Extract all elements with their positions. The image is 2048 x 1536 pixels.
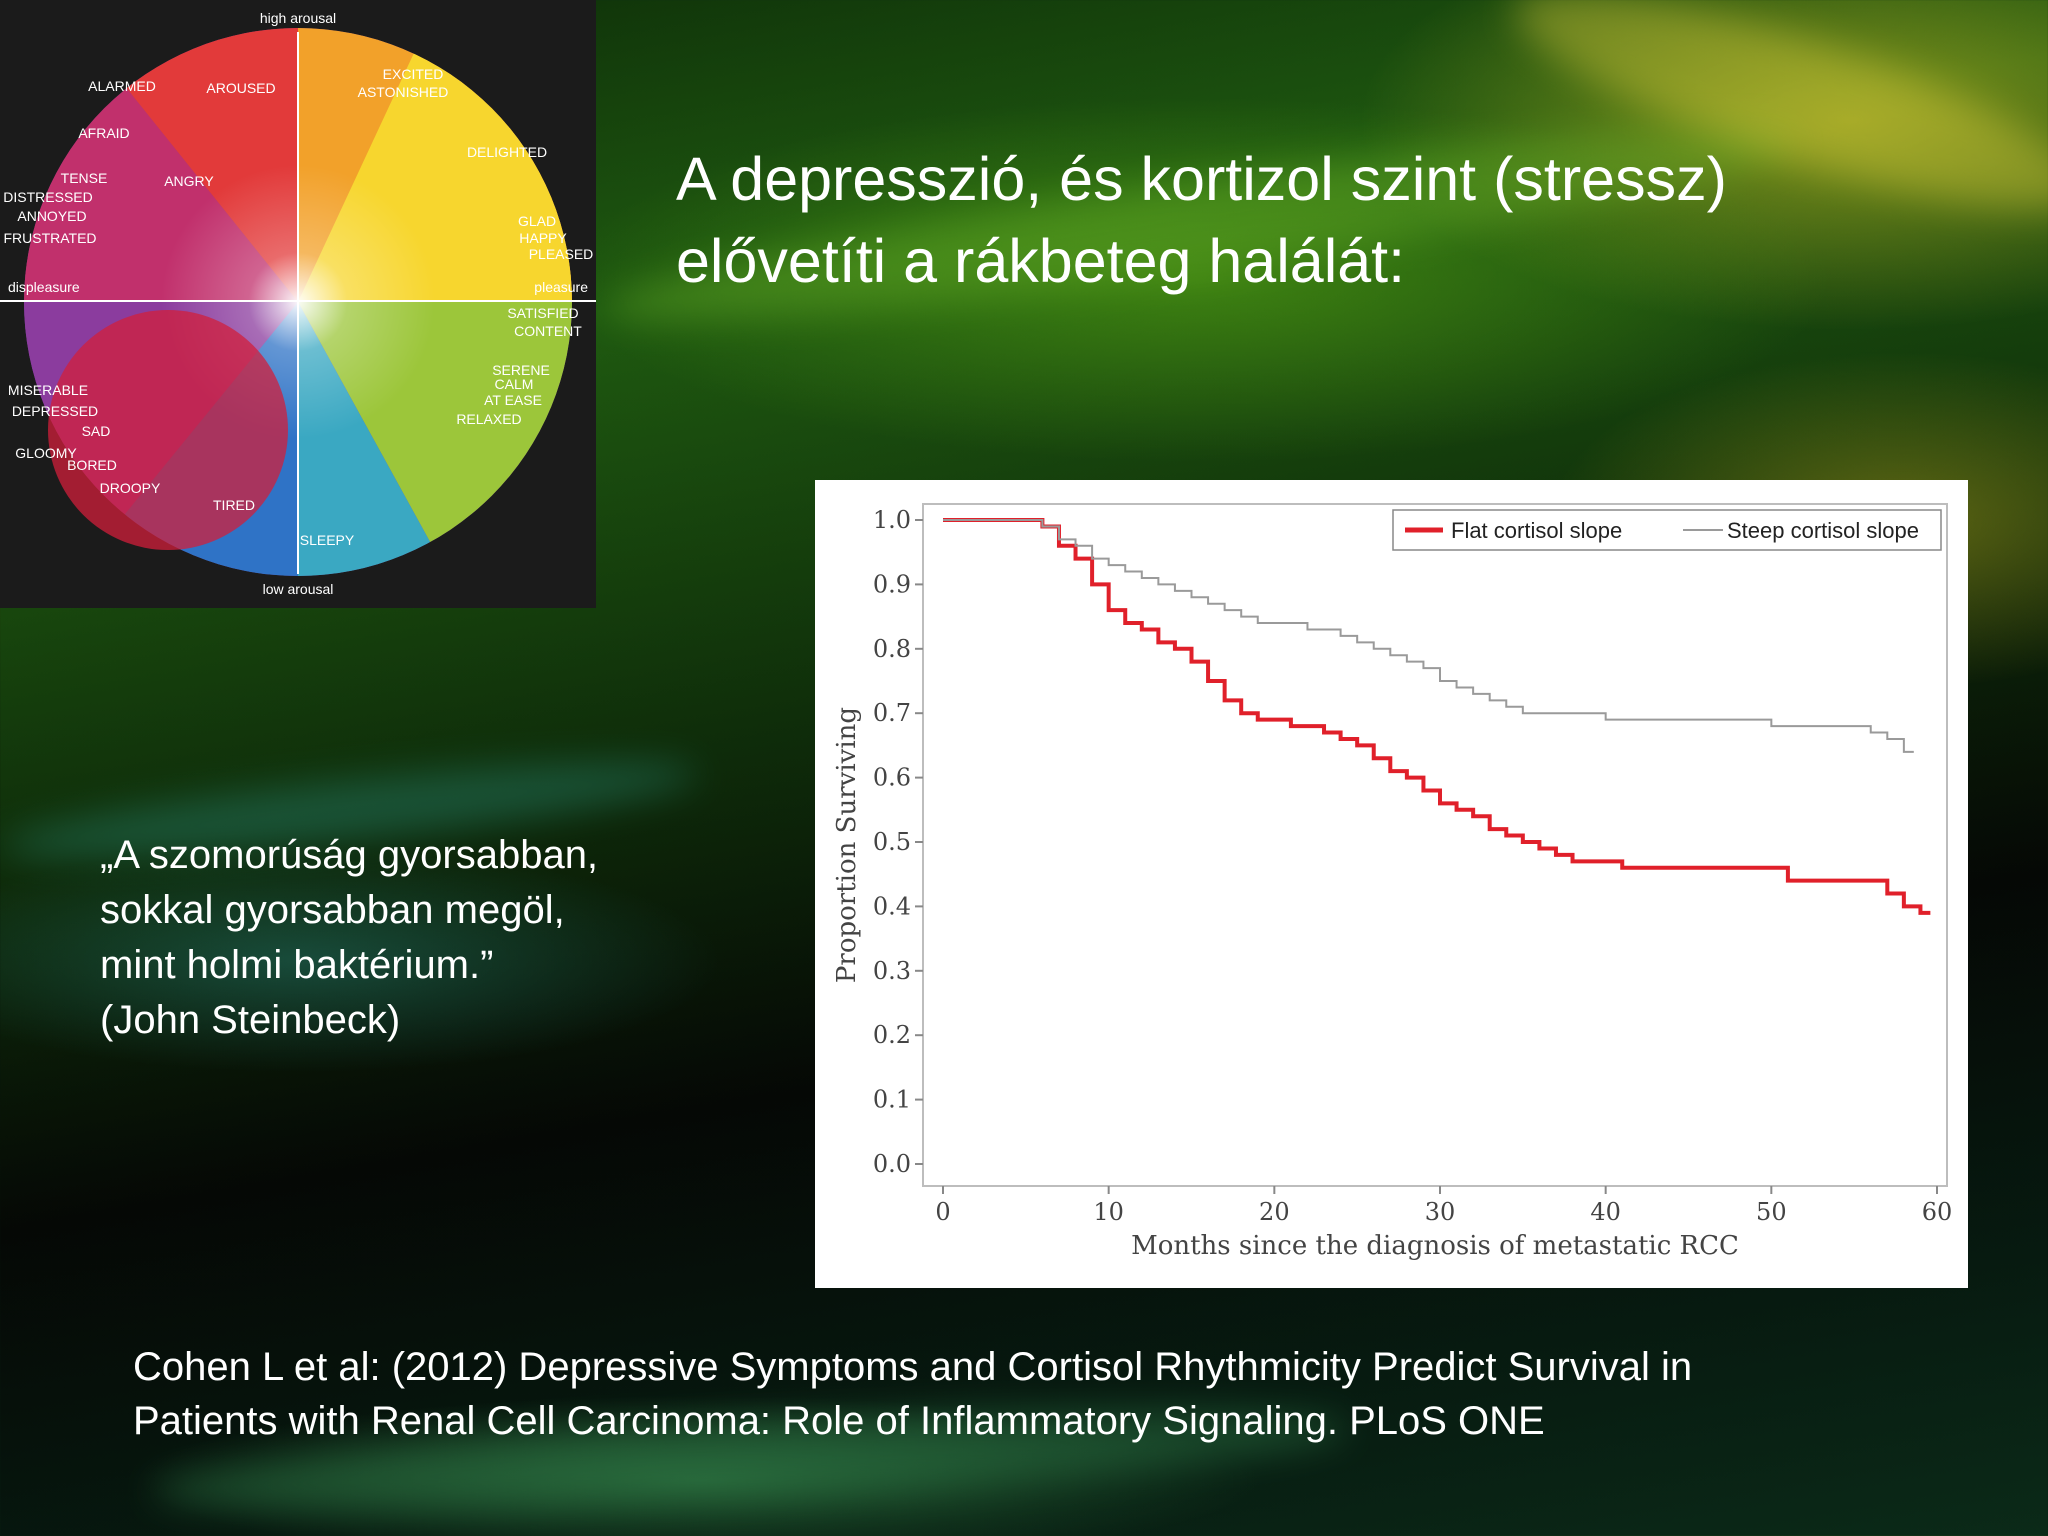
wheel-emotion-label: HAPPY: [519, 230, 567, 246]
x-tick-label: 0: [935, 1198, 950, 1226]
y-tick-label: 0.1: [873, 1086, 911, 1114]
quote-line: sokkal gyorsabban megöl,: [100, 888, 565, 932]
wheel-emotion-label: AROUSED: [206, 80, 275, 96]
y-tick-label: 0.9: [873, 570, 911, 598]
steinbeck-quote: „A szomorúság gyorsabban, sokkal gyorsab…: [100, 828, 720, 1048]
y-tick-label: 0.4: [873, 892, 911, 920]
wheel-emotion-label: CALM: [495, 376, 534, 392]
wheel-emotion-labels: ALARMED AROUSED EXCITED ASTONISHED AFRAID DEL…: [3, 66, 593, 548]
wheel-emotion-label: CONTENT: [514, 323, 582, 339]
wheel-emotion-label: GLOOMY: [15, 445, 77, 461]
wheel-emotion-label: EXCITED: [383, 66, 444, 82]
highlight-circle: [48, 310, 288, 550]
citation: Cohen L et al: (2012) Depressive Symptom…: [133, 1340, 1993, 1448]
wheel-emotion-label: DEPRESSED: [12, 403, 98, 419]
wheel-emotion-label: TENSE: [61, 170, 108, 186]
quote-line: „A szomorúság gyorsabban,: [100, 833, 599, 877]
survival-chart-svg: 0.0 0.1 0.2 0.3 0.4 0.5 0.6 0.7 0.8 0.9 1.0 0 10 20 3…: [832, 503, 1953, 1261]
wheel-axis-left: displeasure: [8, 279, 80, 295]
wheel-emotion-label: ALARMED: [88, 78, 156, 94]
wheel-emotion-label: AFRAID: [78, 125, 129, 141]
wheel-emotion-label: ASTONISHED: [358, 84, 449, 100]
title-line: elővetíti a rákbeteg halálát:: [676, 227, 1406, 295]
y-tick-label: 0.2: [873, 1021, 911, 1049]
legend-steep-label: Steep cortisol slope: [1727, 518, 1919, 543]
y-tick-label: 0.5: [873, 828, 911, 856]
citation-line: Patients with Renal Cell Carcinoma: Role…: [133, 1399, 1545, 1443]
x-tick-label: 30: [1425, 1198, 1456, 1226]
slide-title: A depresszió, és kortizol szint (stressz…: [676, 138, 1956, 302]
x-tick-label: 50: [1756, 1198, 1787, 1226]
wheel-emotion-label: SERENE: [492, 362, 550, 378]
wheel-emotion-label: DISTRESSED: [3, 189, 92, 205]
wheel-emotion-label: SATISFIED: [507, 305, 578, 321]
wheel-emotion-label: ANGRY: [164, 173, 214, 189]
y-tick-label: 1.0: [873, 506, 911, 534]
citation-line: Cohen L et al: (2012) Depressive Symptom…: [133, 1345, 1693, 1389]
wheel-axis-right: pleasure: [534, 279, 588, 295]
quote-attribution: (John Steinbeck): [100, 998, 401, 1042]
plot-frame: [922, 503, 1948, 1187]
wheel-emotion-label: SLEEPY: [300, 532, 355, 548]
wheel-emotion-label: PLEASED: [529, 246, 594, 262]
x-tick-label: 40: [1590, 1198, 1621, 1226]
chart-legend: Flat cortisol slope Steep cortisol slope: [1392, 509, 1942, 551]
y-tick-label: 0.3: [873, 957, 911, 985]
flat-cortisol-series-line: [943, 518, 1931, 915]
wheel-emotion-label: TIRED: [213, 497, 255, 513]
wheel-emotion-label: AT EASE: [484, 392, 542, 408]
y-tick-label: 0.7: [873, 699, 911, 727]
y-tick-label: 0.0: [873, 1150, 911, 1178]
steep-cortisol-series-line: [943, 519, 1914, 753]
wheel-emotion-label: RELAXED: [456, 411, 521, 427]
wheel-emotion-label: BORED: [67, 457, 117, 473]
legend-box: [1392, 509, 1942, 551]
wheel-emotion-label: DELIGHTED: [467, 144, 547, 160]
wheel-emotion-label: GLAD: [518, 213, 556, 229]
y-axis-label: Proportion Surviving: [832, 707, 862, 983]
y-tick-label: 0.6: [873, 764, 911, 792]
wheel-emotion-label: FRUSTRATED: [3, 230, 96, 246]
title-line: A depresszió, és kortizol szint (stressz…: [676, 145, 1727, 213]
wheel-emotion-label: MISERABLE: [8, 382, 88, 398]
x-tick-label: 10: [1093, 1198, 1124, 1226]
legend-flat-label: Flat cortisol slope: [1451, 518, 1622, 543]
x-axis-label: Months since the diagnosis of metastatic…: [1131, 1231, 1739, 1261]
x-tick-label: 20: [1259, 1198, 1290, 1226]
survival-chart: 0.0 0.1 0.2 0.3 0.4 0.5 0.6 0.7 0.8 0.9 1.0 0 10 20 3…: [815, 480, 1968, 1288]
y-tick-label: 0.8: [873, 635, 911, 663]
wheel-emotion-label: SAD: [82, 423, 111, 439]
wheel-axis-bottom: low arousal: [263, 581, 334, 597]
emotion-wheel-image: high arousal low arousal displeasure ple…: [0, 0, 596, 608]
wheel-emotion-label: ANNOYED: [17, 208, 86, 224]
quote-line: mint holmi baktérium.”: [100, 943, 494, 987]
wheel-axis-top: high arousal: [260, 10, 336, 26]
x-tick-label: 60: [1922, 1198, 1953, 1226]
wheel-emotion-label: DROOPY: [100, 480, 161, 496]
emotion-wheel-graphic: high arousal low arousal displeasure ple…: [0, 10, 596, 597]
